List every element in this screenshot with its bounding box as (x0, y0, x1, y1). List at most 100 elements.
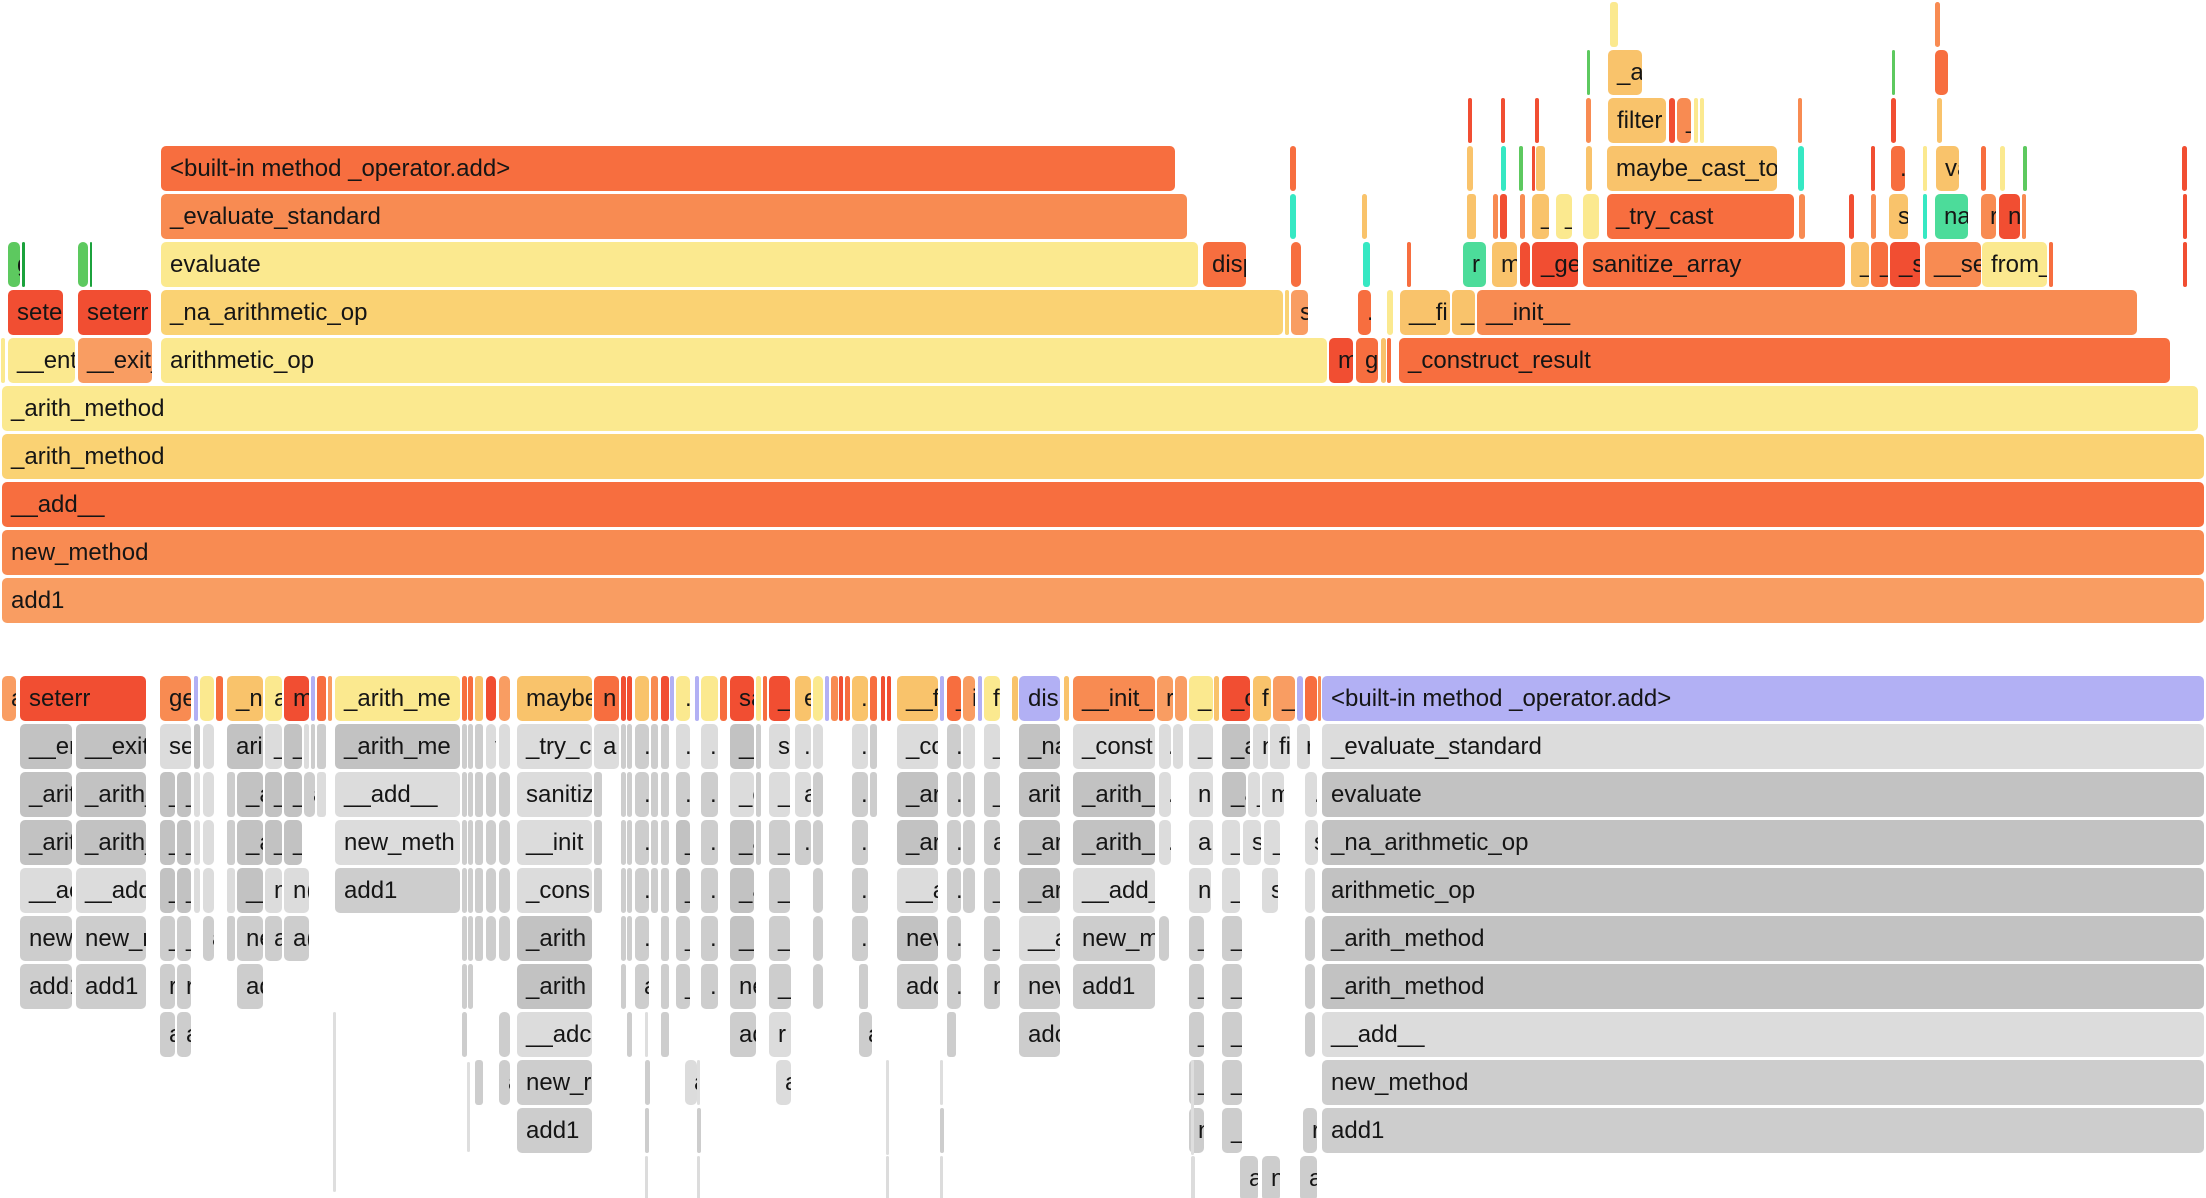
sandwich-frame-_[interactable]: _ (265, 772, 282, 817)
sandwich-frame[interactable] (194, 820, 200, 865)
sandwich-frame-a[interactable]: a (160, 1012, 175, 1057)
sandwich-frame[interactable] (627, 772, 632, 817)
sandwich-frame[interactable] (594, 868, 602, 913)
sandwich-frame-_arith_method[interactable]: _arith_method (1322, 964, 2204, 1009)
sandwich-frame-a[interactable]: a (859, 1012, 872, 1057)
top-frame-__se[interactable]: __se (1925, 242, 1981, 287)
sandwich-frame[interactable] (661, 676, 669, 721)
sandwich-frame-a[interactable]: a (661, 1012, 669, 1057)
top-frame[interactable] (1520, 194, 1525, 239)
sandwich-frame-_[interactable]: _ (160, 916, 175, 961)
sandwich-frame[interactable] (963, 724, 975, 769)
sandwich-frame-[interactable]: . (486, 772, 496, 817)
sandwich-frame[interactable] (845, 676, 850, 721)
sandwich-frame-n[interactable]: n (594, 676, 619, 721)
top-frame-seterr[interactable]: seterr (78, 290, 151, 335)
sandwich-frame[interactable] (621, 676, 626, 721)
top-frame-_[interactable]: _ (1871, 242, 1888, 287)
sandwich-frame[interactable] (311, 676, 315, 721)
sandwich-frame[interactable] (462, 916, 467, 961)
sandwich-frame-[interactable]: . (499, 772, 510, 817)
top-frame-evaluate[interactable]: evaluate (161, 242, 1198, 287)
top-frame[interactable] (1798, 146, 1804, 191)
sandwich-frame-a[interactable]: a (685, 1060, 697, 1105)
sandwich-frame-new_meth[interactable]: new_meth (335, 820, 460, 865)
top-frame-_evaluate_standard[interactable]: _evaluate_standard (161, 194, 1187, 239)
top-frame[interactable] (90, 242, 92, 287)
sandwich-frame[interactable] (870, 772, 877, 817)
sandwich-frame-__[interactable]: __ (730, 916, 754, 961)
sandwich-frame[interactable] (194, 772, 200, 817)
sandwich-frame-[interactable]: . (203, 820, 214, 865)
sandwich-frame[interactable] (304, 724, 309, 769)
sandwich-frame-[interactable]: . (852, 916, 868, 961)
top-frame-r[interactable]: r (1981, 194, 1996, 239)
sandwich-frame[interactable] (825, 676, 829, 721)
top-frame[interactable] (1501, 98, 1505, 143)
sandwich-frame[interactable] (194, 724, 200, 769)
sandwich-frame-_arith_[interactable]: _arith_ (1073, 772, 1155, 817)
sandwich-frame-[interactable]: . (1159, 916, 1169, 961)
sandwich-frame-[interactable]: . (1159, 820, 1171, 865)
sandwich-frame-a[interactable]: a( (284, 916, 309, 961)
sandwich-frame-a[interactable]: a (265, 916, 282, 961)
sandwich-frame[interactable] (468, 676, 473, 721)
sandwich-frame-fi[interactable]: fi (1270, 724, 1290, 769)
sandwich-frame-a[interactable]: a (203, 916, 214, 961)
sandwich-frame-_a[interactable]: _a (730, 820, 754, 865)
sandwich-frame-[interactable]: . (813, 868, 823, 913)
top-frame-arithmetic_op[interactable]: arithmetic_op (161, 338, 1327, 383)
sandwich-frame-_a[interactable]: _a (730, 868, 754, 913)
sandwich-frame-nev[interactable]: nev (897, 916, 938, 961)
sandwich-frame[interactable] (839, 676, 843, 721)
top-frame-g[interactable]: g (78, 242, 88, 287)
sandwich-frame[interactable] (940, 1108, 944, 1153)
sandwich-frame-__add_[interactable]: __add_ (1073, 868, 1155, 913)
sandwich-frame-_[interactable]: _ (177, 916, 191, 961)
top-frame[interactable] (1935, 50, 1948, 95)
sandwich-frame-_cons[interactable]: _cons (517, 868, 592, 913)
sandwich-frame-[interactable]: . (499, 868, 510, 913)
sandwich-frame-_[interactable]: _ (177, 772, 191, 817)
sandwich-frame[interactable] (963, 772, 975, 817)
sandwich-frame-[interactable]: . (1305, 1012, 1315, 1057)
top-frame-_[interactable]: _ (1452, 290, 1475, 335)
sandwich-frame[interactable] (462, 820, 467, 865)
top-frame[interactable] (1535, 98, 1539, 143)
sandwich-frame-_[interactable]: _ (984, 772, 1000, 817)
top-frame[interactable] (2183, 194, 2187, 239)
sandwich-frame-_[interactable]: _ (769, 820, 790, 865)
top-frame-_construct_result[interactable]: _construct_result (1399, 338, 2170, 383)
sandwich-frame-sanitiz[interactable]: sanitiz (517, 772, 592, 817)
sandwich-frame-a[interactable]: a (635, 964, 649, 1009)
sandwich-frame-[interactable]: . (701, 868, 718, 913)
sandwich-frame-_[interactable]: _ (1248, 772, 1260, 817)
sandwich-frame-_arit[interactable]: _arit (20, 820, 72, 865)
sandwich-frame-a[interactable]: a (2, 676, 16, 721)
sandwich-frame-_[interactable]: _ (265, 724, 282, 769)
sandwich-frame-new_[interactable]: new_ (20, 916, 72, 961)
top-frame[interactable] (1, 338, 5, 383)
top-frame[interactable] (1467, 146, 1473, 191)
sandwich-frame-add[interactable]: add (897, 964, 938, 1009)
sandwich-frame-n[interactable]: n( (1189, 868, 1211, 913)
sandwich-frame-_[interactable]: _ (1222, 916, 1242, 961)
sandwich-frame-ari[interactable]: ari (227, 724, 263, 769)
sandwich-frame-[interactable]: . (475, 1060, 483, 1105)
sandwich-frame-_[interactable]: _ (661, 772, 669, 817)
top-frame-n[interactable]: n (1999, 194, 2020, 239)
sandwich-frame-s[interactable]: s (1262, 868, 1278, 913)
sandwich-frame-_[interactable]: _ (676, 964, 690, 1009)
sandwich-frame-_arith[interactable]: _arith (517, 916, 592, 961)
sandwich-frame-n[interactable]: n( (284, 868, 309, 913)
sandwich-frame[interactable] (720, 676, 727, 721)
sandwich-frame-a[interactable]: a (499, 1060, 510, 1105)
sandwich-frame[interactable] (886, 1156, 889, 1198)
sandwich-frame-[interactable]: . (1305, 964, 1315, 1009)
sandwich-frame-_arith_[interactable]: _arith_ (76, 772, 146, 817)
sandwich-frame-[interactable]: . (499, 820, 510, 865)
sandwich-frame-ne[interactable]: ne (237, 916, 263, 961)
sandwich-frame-[interactable]: . (499, 916, 510, 961)
top-frame[interactable] (2183, 242, 2187, 287)
sandwich-frame-_[interactable]: _ (160, 868, 175, 913)
